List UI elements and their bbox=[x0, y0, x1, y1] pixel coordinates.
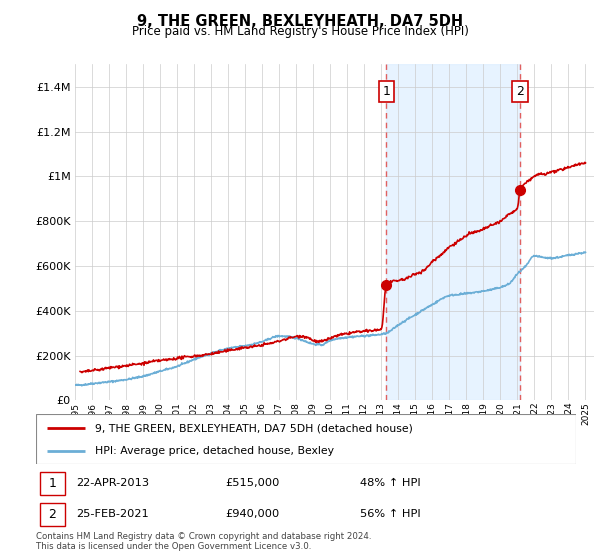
FancyBboxPatch shape bbox=[36, 414, 576, 464]
FancyBboxPatch shape bbox=[40, 472, 65, 495]
Text: 25-FEB-2021: 25-FEB-2021 bbox=[77, 509, 149, 519]
Text: 48% ↑ HPI: 48% ↑ HPI bbox=[360, 478, 421, 488]
Text: 1: 1 bbox=[49, 477, 56, 490]
Text: 2: 2 bbox=[516, 85, 524, 98]
Text: 9, THE GREEN, BEXLEYHEATH, DA7 5DH: 9, THE GREEN, BEXLEYHEATH, DA7 5DH bbox=[137, 14, 463, 29]
Bar bbox=[386, 64, 520, 400]
Text: 1: 1 bbox=[382, 85, 391, 98]
Text: £940,000: £940,000 bbox=[225, 509, 279, 519]
Text: HPI: Average price, detached house, Bexley: HPI: Average price, detached house, Bexl… bbox=[95, 446, 334, 456]
Text: Price paid vs. HM Land Registry's House Price Index (HPI): Price paid vs. HM Land Registry's House … bbox=[131, 25, 469, 38]
Text: Contains HM Land Registry data © Crown copyright and database right 2024.
This d: Contains HM Land Registry data © Crown c… bbox=[36, 532, 371, 552]
Text: 22-APR-2013: 22-APR-2013 bbox=[77, 478, 149, 488]
Text: 2: 2 bbox=[49, 508, 56, 521]
Text: 9, THE GREEN, BEXLEYHEATH, DA7 5DH (detached house): 9, THE GREEN, BEXLEYHEATH, DA7 5DH (deta… bbox=[95, 423, 413, 433]
Text: £515,000: £515,000 bbox=[225, 478, 280, 488]
Text: 56% ↑ HPI: 56% ↑ HPI bbox=[360, 509, 421, 519]
FancyBboxPatch shape bbox=[40, 503, 65, 526]
